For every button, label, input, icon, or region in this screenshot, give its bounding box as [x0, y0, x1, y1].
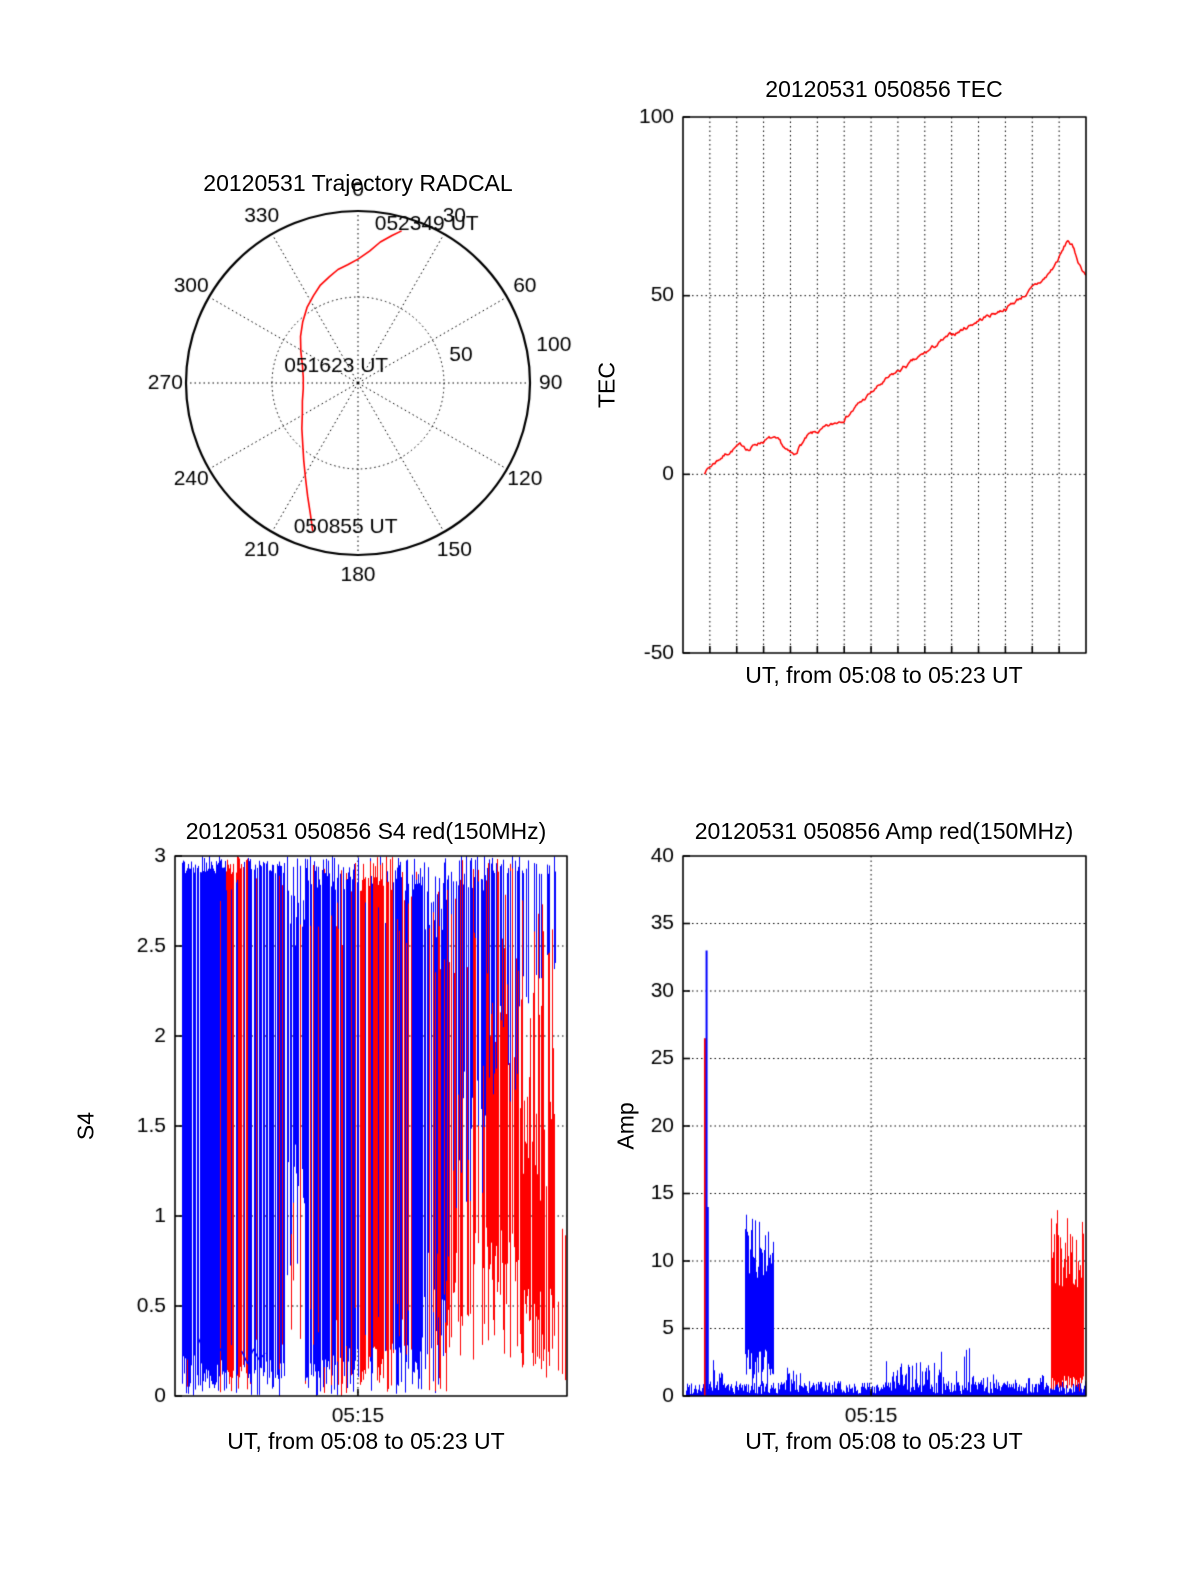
tec-plot-area [683, 117, 1086, 653]
tec-xlabel: UT, from 05:08 to 05:23 UT [745, 662, 1023, 688]
s4-ylabel: S4 [72, 1111, 99, 1141]
s4-xlabel: UT, from 05:08 to 05:23 UT [227, 1428, 505, 1454]
amp-xlabel: UT, from 05:08 to 05:23 UT [745, 1428, 1023, 1454]
amp-plot-area [683, 856, 1086, 1396]
s4-title: 20120531 050856 S4 red(150MHz) [185, 818, 547, 844]
amp-title: 20120531 050856 Amp red(150MHz) [694, 818, 1074, 844]
tec-ylabel: TEC [593, 362, 620, 408]
tec-title: 20120531 050856 TEC [765, 76, 1003, 102]
trajectory-title: 20120531 Trajectory RADCAL [203, 170, 513, 196]
amp-ylabel: Amp [612, 1102, 639, 1150]
trajectory-plot-area [186, 211, 530, 555]
s4-plot-area [175, 856, 567, 1396]
